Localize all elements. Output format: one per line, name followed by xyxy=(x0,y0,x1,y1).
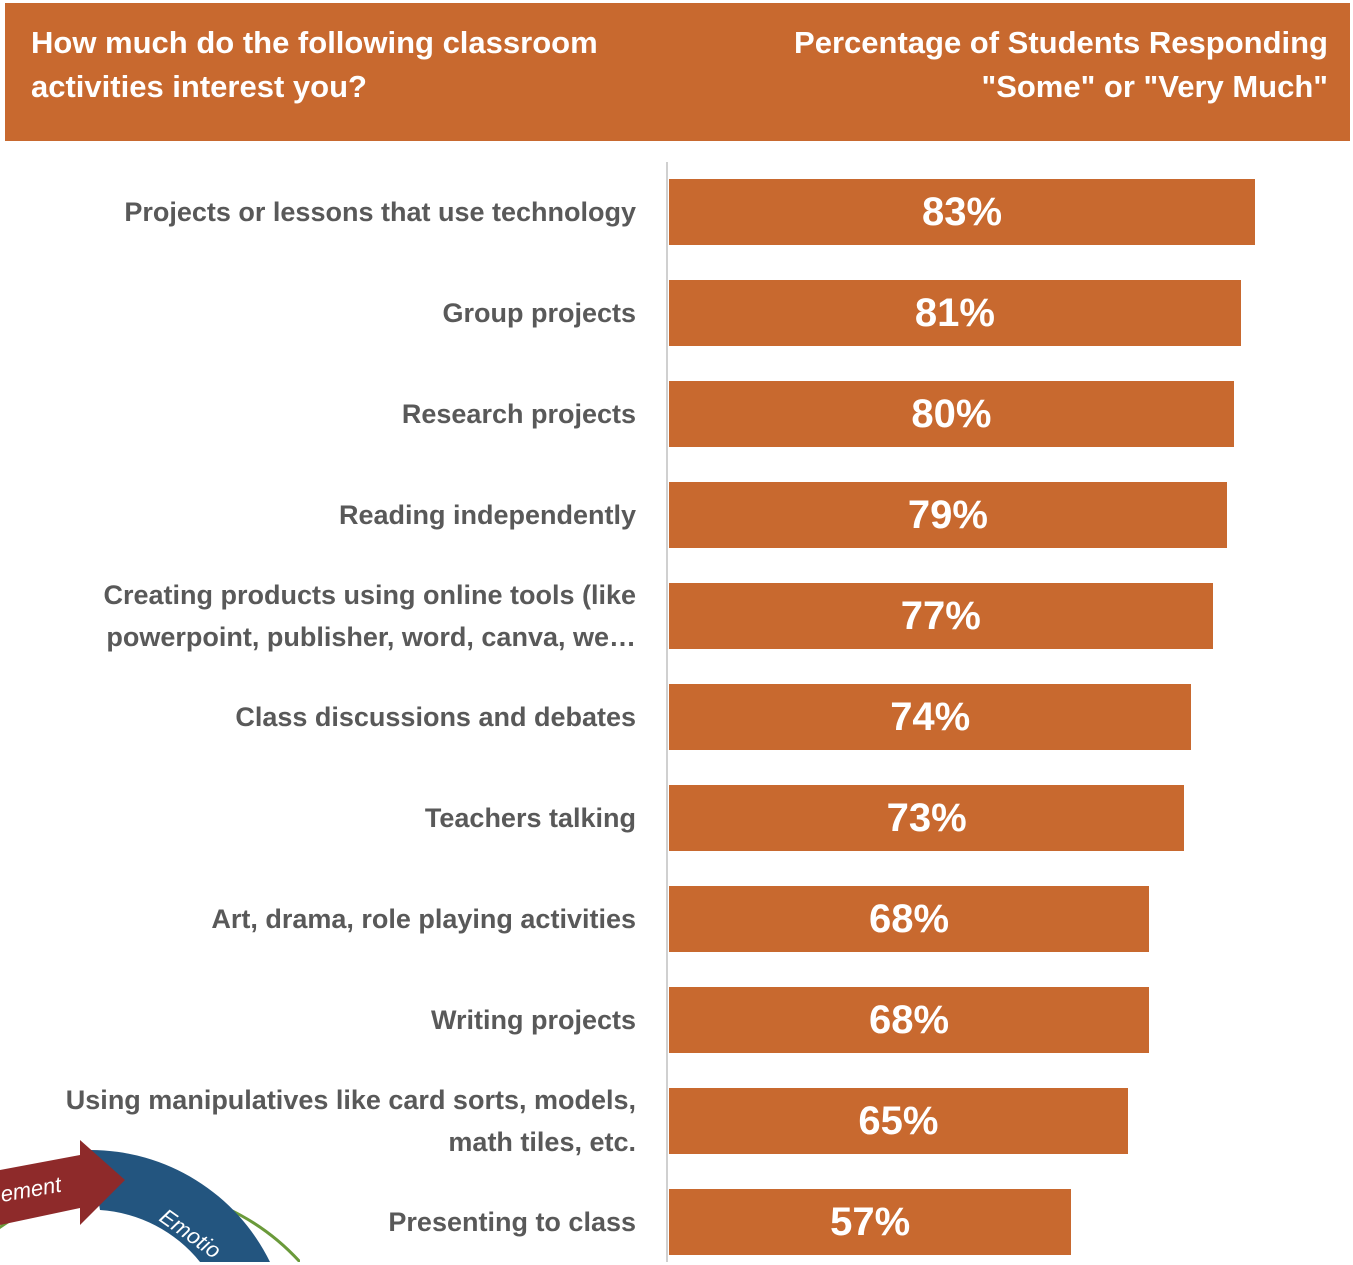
bar xyxy=(669,482,1227,548)
value-label: 68% xyxy=(869,998,950,1042)
category-label: Creating products using online tools (li… xyxy=(103,580,636,652)
category-label: Writing projects xyxy=(430,1005,636,1035)
decoration-arrow xyxy=(0,1140,125,1225)
chart-title: How much do the following classroom acti… xyxy=(31,25,598,104)
bar xyxy=(669,280,1241,346)
category-label: Art, drama, role playing activities xyxy=(211,904,636,934)
decoration: ement Emotio xyxy=(0,1140,300,1262)
category-label: Reading independently xyxy=(338,500,636,530)
bar xyxy=(669,1189,1072,1255)
category-label: Teachers talking xyxy=(424,803,636,833)
value-label: 83% xyxy=(921,190,1003,234)
value-label: 74% xyxy=(890,695,971,739)
category-label: Research projects xyxy=(401,399,636,429)
value-label: 79% xyxy=(907,493,988,537)
chart-subtitle: Percentage of Students Responding "Some"… xyxy=(794,25,1328,104)
value-label: 80% xyxy=(911,392,992,436)
category-label: Projects or lessons that use technology xyxy=(124,197,636,227)
value-label: 81% xyxy=(914,291,995,335)
bar xyxy=(669,886,1150,952)
bar xyxy=(669,179,1255,245)
value-label: 65% xyxy=(858,1099,939,1143)
value-label: 77% xyxy=(900,594,981,638)
value-label: 73% xyxy=(886,796,967,840)
bar xyxy=(669,583,1213,649)
bar xyxy=(669,987,1150,1053)
value-label: 57% xyxy=(830,1200,911,1244)
category-label: Class discussions and debates xyxy=(235,702,636,732)
category-label: Group projects xyxy=(442,298,636,328)
value-label: 68% xyxy=(869,897,950,941)
header: How much do the following classroom acti… xyxy=(5,3,1350,141)
decoration-segment xyxy=(90,1149,270,1262)
bar xyxy=(669,785,1185,851)
bar xyxy=(669,684,1192,750)
category-label: Presenting to class xyxy=(388,1207,636,1237)
bar xyxy=(669,381,1234,447)
category-label: Using manipulatives like card sorts, mod… xyxy=(65,1085,636,1157)
axis-line xyxy=(666,162,668,1262)
bar xyxy=(669,1088,1128,1154)
